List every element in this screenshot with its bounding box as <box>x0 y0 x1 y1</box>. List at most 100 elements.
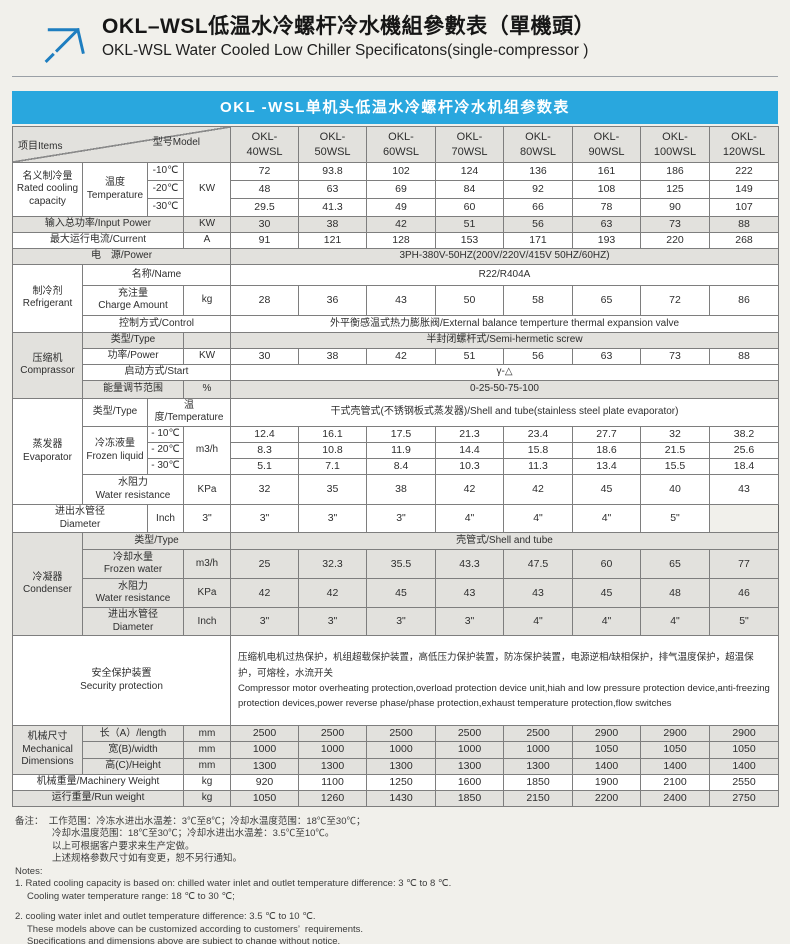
table-caption-band: OKL -WSL单机头低温水冷螺杆冷水机组参数表 <box>12 91 778 124</box>
data-cell: 4" <box>503 607 573 637</box>
table-header-row: 项目Items 型号Model OKL- 40WSL OKL- 50WSL OKL- 60WS… <box>12 126 779 163</box>
data-cell: 42 <box>298 578 367 609</box>
model-header-cell: OKL- 80WSL <box>503 126 573 163</box>
data-cell: 40 <box>640 474 710 506</box>
label-cell: 最大运行电流/Current <box>12 232 184 250</box>
data-cell: 149 <box>709 180 779 199</box>
unit-cell: mm <box>183 725 231 743</box>
data-cell: 222 <box>709 162 779 181</box>
unit-cell: Inch <box>183 607 231 637</box>
data-cell: 121 <box>298 232 367 250</box>
data-cell: 1400 <box>640 757 710 775</box>
unit-cell: KW <box>183 162 231 217</box>
data-cell: 2500 <box>503 725 573 743</box>
data-cell: 11.3 <box>503 458 573 476</box>
data-cell: 13.4 <box>572 458 641 476</box>
data-cell: 1300 <box>298 757 367 775</box>
value-cell: 半封闭螺杆式/Semi-hermetic screw <box>230 331 779 349</box>
unit-cell: mm <box>183 741 231 759</box>
table-row: - 30℃ 5.1 7.1 8.4 10.3 11.3 13.4 15.5 18.4 <box>13 458 779 476</box>
label-cell: 安全保护装置 Security protection <box>12 635 231 727</box>
data-cell: 38.2 <box>709 425 779 444</box>
notes-block: 备注： 工作范围：冷冻水进出水温差：3℃至8℃；冷却水温度范围：18℃至30℃；… <box>12 816 778 944</box>
data-cell: 77 <box>709 549 779 580</box>
data-cell: 153 <box>435 232 504 250</box>
corner-cell: 项目Items 型号Model <box>12 126 231 163</box>
note-line: 上述规格参数尺寸如有变更，恕不另行通知。 <box>52 853 243 865</box>
unit-cell: kg <box>183 284 231 316</box>
data-cell: 72 <box>640 284 710 316</box>
data-cell: 2500 <box>435 725 504 743</box>
table-row: - 20℃ 8.3 10.8 11.9 14.4 15.8 18.6 21.5 25.6 <box>13 441 779 460</box>
data-cell: 30 <box>230 347 299 365</box>
data-cell: 2500 <box>366 725 436 743</box>
model-header-cell: OKL- 120WSL <box>709 126 779 163</box>
data-cell: 58 <box>503 284 573 316</box>
data-cell: 35 <box>298 474 367 506</box>
data-cell: 1850 <box>503 773 573 791</box>
table-row: 冷凝器 Condenser 类型/Type 壳管式/Shell and tube <box>12 532 779 637</box>
data-cell: 63 <box>572 347 641 365</box>
table-row: 水阻力 Water resistance KPa 42 42 45 43 43 45 48 46 <box>13 578 779 609</box>
label-cell: 运行重量/Run weight <box>12 789 184 807</box>
data-cell: 30 <box>230 215 299 234</box>
table-row: 宽(B)/width mm 1000 1000 1000 1000 1000 1050 1050… <box>13 741 779 759</box>
corner-items-label: 项目Items <box>18 141 63 152</box>
diagonal-line <box>13 127 230 162</box>
data-cell: 88 <box>709 215 779 234</box>
data-cell: 1000 <box>503 741 573 759</box>
label-cell: 能量调节范围 <box>82 379 184 399</box>
data-cell: 1430 <box>366 789 436 807</box>
data-cell: 920 <box>230 773 299 791</box>
label-cell: 控制方式/Control <box>82 314 231 333</box>
data-cell: 1000 <box>298 741 367 759</box>
value-cell: γ-△ <box>230 363 779 381</box>
value-cell: 0-25-50-75-100 <box>230 379 779 399</box>
note-line: These models above can be customized acc… <box>27 923 364 935</box>
data-cell: 49 <box>366 198 436 217</box>
spec-table: 项目Items 型号Model OKL- 40WSL OKL- 50WSL OKL- 60WS… <box>12 126 779 807</box>
data-cell: 2900 <box>640 725 710 743</box>
table-row: 功率/Power KW 30 38 42 51 56 63 73 88 <box>13 347 779 365</box>
data-cell: 73 <box>640 215 710 234</box>
data-cell: 78 <box>572 198 641 217</box>
table-row: -30℃ 29.5 41.3 49 60 66 78 90 107 <box>13 198 779 217</box>
model-header-cell: OKL- 60WSL <box>366 126 436 163</box>
unit-cell: Inch <box>147 504 184 534</box>
data-cell: 42 <box>503 474 573 506</box>
data-cell: 2750 <box>709 789 779 807</box>
data-cell: 65 <box>572 284 641 316</box>
data-cell: 3" <box>230 607 299 637</box>
data-cell: 8.4 <box>366 458 436 476</box>
data-cell: 1400 <box>709 757 779 775</box>
data-cell: 186 <box>640 162 710 181</box>
data-cell: 35.5 <box>366 549 436 580</box>
label-cell: 冷冻液量 Frozen liquid <box>82 425 148 476</box>
data-cell: 3" <box>298 504 367 534</box>
data-cell: 4" <box>435 504 504 534</box>
label-cell: 宽(B)/width <box>82 741 184 759</box>
data-cell: 3" <box>435 607 504 637</box>
section-label-cell: 制冷剂 Refrigerant <box>12 263 83 333</box>
data-cell: 193 <box>572 232 641 250</box>
table-row: -20℃ 48 63 69 84 92 108 125 149 <box>13 180 779 199</box>
data-cell: 51 <box>435 347 504 365</box>
value-cell: 干式壳管式(不锈钢板式蒸发器)/Shell and tube(stainless… <box>230 397 779 427</box>
table-row: 进出水管径 Diameter Inch 3" 3" 3" 3" 4" 4" 4" 5" <box>13 607 779 637</box>
value-cell: R22/R404A <box>230 263 779 286</box>
table-row: 启动方式/Start γ-△ <box>13 363 779 381</box>
data-cell: 1600 <box>435 773 504 791</box>
table-row: 控制方式/Control 外平衡感温式热力膨胀阀/External balance… <box>13 314 779 333</box>
data-cell: 125 <box>640 180 710 199</box>
note-line: 1. Rated cooling capacity is based on: c… <box>15 878 452 890</box>
data-cell: 2400 <box>640 789 710 807</box>
data-cell: 43 <box>435 578 504 609</box>
data-cell: 25 <box>230 549 299 580</box>
data-cell: 43 <box>503 578 573 609</box>
note-line: Specifications and dimensions above are … <box>27 936 341 944</box>
label-cell: - 10℃ <box>147 425 184 444</box>
table-row: 名义制冷量 Rated cooling capacity 温度 Temperature -… <box>12 162 779 217</box>
data-cell: 23.4 <box>503 425 573 444</box>
data-cell: 18.4 <box>709 458 779 476</box>
data-cell: 27.7 <box>572 425 641 444</box>
